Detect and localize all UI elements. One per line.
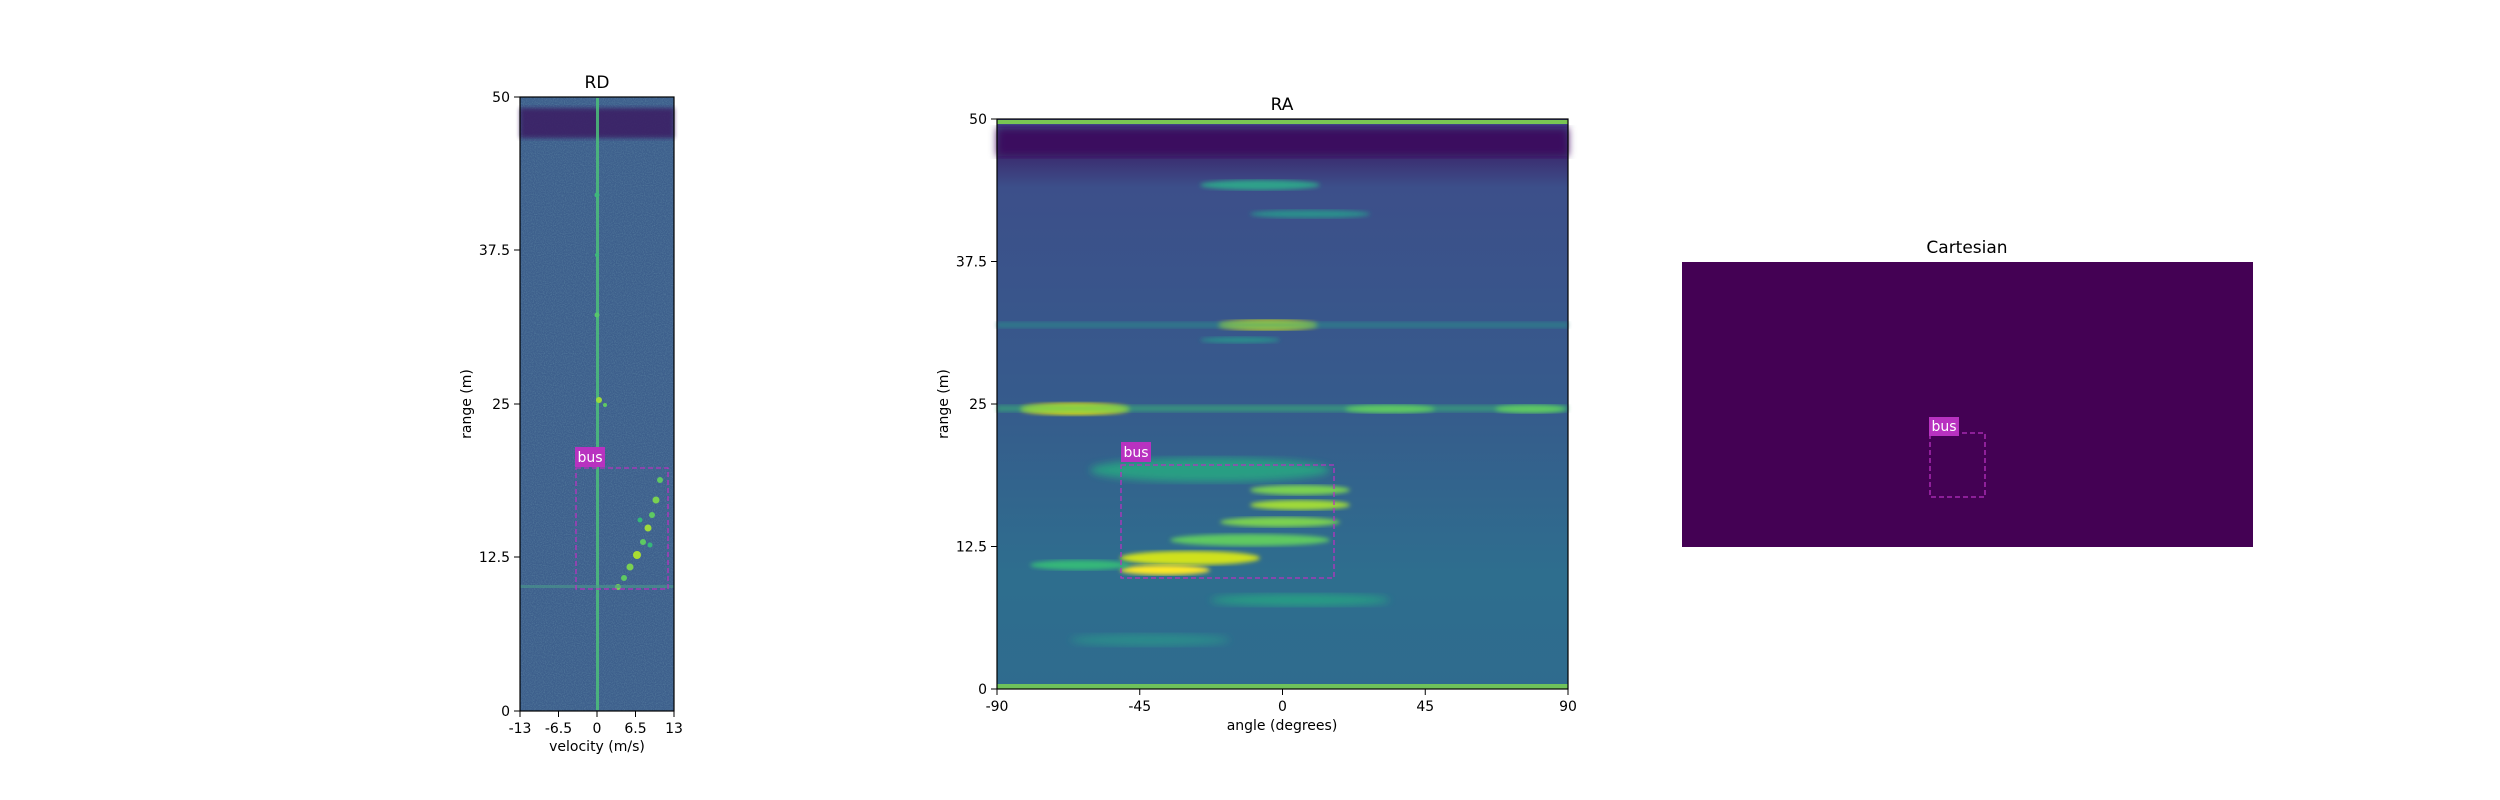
rd-y-ticks: 0 12.5 25 37.5 50 [479,90,520,720]
cartesian-heatmap [1682,262,2253,547]
ra-xtick-label: -90 [986,699,1009,715]
ra-ytick-label: 50 [969,112,987,128]
rd-ylabel: range (m) [459,369,475,439]
rd-xtick-label: 13 [665,721,683,737]
cartesian-bus-label: bus [1931,419,1956,435]
rd-x-ticks: -13 -6.5 0 6.5 13 [509,711,683,737]
rd-ytick-label: 25 [492,397,510,413]
ra-xlabel: angle (degrees) [1227,718,1338,734]
ra-heatmap [997,119,1568,689]
rd-xtick-label: 6.5 [624,721,646,737]
rd-ytick-label: 50 [492,90,510,106]
rd-chart: RD [459,73,683,755]
ra-bus-label-bg [1121,442,1151,462]
ra-ytick-label: 25 [969,397,987,413]
ra-bus-label: bus [1123,445,1148,461]
ra-title: RA [1271,95,1294,115]
ra-ytick-label: 12.5 [956,540,987,556]
cartesian-title: Cartesian [1926,238,2007,258]
cartesian-annotation-bus: bus [1929,417,1986,498]
rd-ytick-label: 0 [501,704,510,720]
rd-xlabel: velocity (m/s) [549,739,645,755]
ra-xtick-label: 45 [1416,699,1434,715]
cartesian-bus-label-bg [1929,417,1959,436]
ra-ylabel: range (m) [936,369,952,439]
ra-bus-box [1120,464,1335,579]
rd-bus-box [575,467,669,590]
rd-xtick-label: -6.5 [545,721,572,737]
ra-annotation-bus: bus [1120,442,1335,579]
rd-heatmap [520,97,674,711]
rd-xtick-label: -13 [509,721,532,737]
ra-xtick-label: 0 [1278,699,1287,715]
rd-xtick-label: 0 [593,721,602,737]
rd-annotation-bus: bus [575,447,669,590]
ra-ytick-label: 37.5 [956,255,987,271]
rd-title: RD [585,73,610,93]
ra-ytick-label: 0 [978,682,987,698]
ra-xtick-label: -45 [1128,699,1151,715]
ra-x-ticks: -90 -45 0 45 90 [986,689,1577,715]
rd-ytick-label: 12.5 [479,550,510,566]
ra-chart: RA [936,95,1577,734]
rd-ytick-label: 37.5 [479,243,510,259]
ra-xtick-label: 90 [1559,699,1577,715]
rd-bus-label-bg [575,447,605,467]
cartesian-chart: Cartesian bus [1682,238,2253,547]
rd-bus-label: bus [577,450,602,466]
ra-y-ticks: 0 12.5 25 37.5 50 [956,112,997,698]
